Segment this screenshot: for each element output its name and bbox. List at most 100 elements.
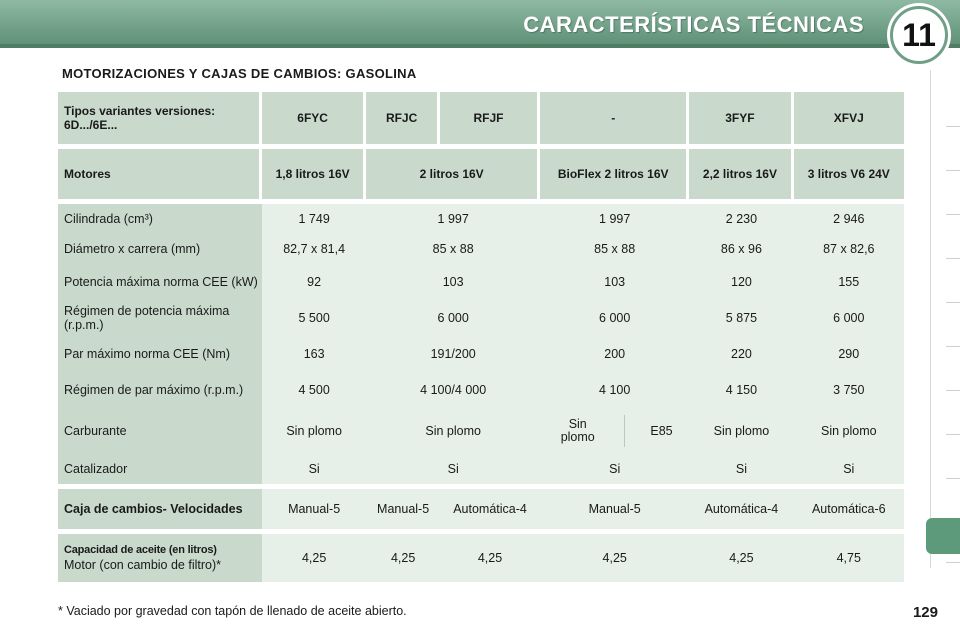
tab-divider [946, 562, 960, 563]
table-cell: 6 000 [366, 300, 541, 336]
table-cell: Si [540, 454, 690, 484]
table-cell: Sin plomo [366, 408, 541, 454]
tab-divider [946, 170, 960, 171]
table-cell: 103 [366, 264, 541, 300]
table-row: Régimen de potencia máxima (r.p.m.) 5 50… [58, 300, 904, 336]
table-cell: 4 100/4 000 [366, 372, 541, 408]
tab-divider [946, 478, 960, 479]
table-cell: 4 100 [540, 372, 690, 408]
table-cell: 2 946 [793, 204, 904, 234]
table-cell: 4 150 [689, 372, 794, 408]
table-cell: 92 [262, 264, 367, 300]
table-cell: 4,25 [366, 534, 440, 582]
active-chapter-tab[interactable] [926, 518, 960, 554]
table-cell: 4,25 [689, 534, 794, 582]
table-cell: Automática-4 [439, 489, 541, 529]
table-cell: 6 000 [540, 300, 690, 336]
table-cell: 290 [793, 336, 904, 372]
tab-divider [946, 434, 960, 435]
version-cell: - [540, 92, 690, 144]
table-cell: 85 x 88 [540, 234, 690, 264]
table-cell: Sin plomo [689, 408, 794, 454]
table-row: Régimen de par máximo (r.p.m.) 4 500 4 1… [58, 372, 904, 408]
tab-divider [946, 302, 960, 303]
row-label: Catalizador [58, 454, 262, 484]
table-cell: Sin plomo [262, 408, 367, 454]
version-cell: RFJC [366, 92, 440, 144]
table-cell: 1 997 [366, 204, 541, 234]
table-cell: 5 500 [262, 300, 367, 336]
table-row: Cilindrada (cm³) 1 749 1 997 1 997 2 230… [58, 204, 904, 234]
table-cell: Manual-5 [366, 489, 440, 529]
row-label: Cilindrada (cm³) [58, 204, 262, 234]
motor-cell: 2 litros 16V [366, 149, 541, 199]
footnote: * Vaciado por gravedad con tapón de llen… [58, 604, 407, 618]
table-cell: Manual-5 [262, 489, 367, 529]
section-heading: MOTORIZACIONES Y CAJAS DE CAMBIOS: GASOL… [62, 66, 417, 81]
version-cell: 6FYC [262, 92, 367, 144]
table-cell: Sin plomo [793, 408, 904, 454]
table-cell: Si [366, 454, 541, 484]
table-cell: 163 [262, 336, 367, 372]
table-cell: 5 875 [689, 300, 794, 336]
row-label: Régimen de potencia máxima (r.p.m.) [58, 300, 262, 336]
table-cell: 6 000 [793, 300, 904, 336]
tab-divider [946, 214, 960, 215]
table-cell: 120 [689, 264, 794, 300]
oil-capacity-title: Capacidad de aceite (en litros) [64, 544, 217, 556]
chapter-badge: 11 [890, 6, 948, 64]
table-cell: Si [793, 454, 904, 484]
specifications-table: Tipos variantes versiones: 6D.../6E... 6… [58, 92, 904, 582]
table-cell: Si [262, 454, 367, 484]
table-cell: 1 997 [540, 204, 690, 234]
tab-divider [946, 390, 960, 391]
table-row: Potencia máxima norma CEE (kW) 92 103 10… [58, 264, 904, 300]
table-cell: 4,25 [262, 534, 367, 582]
table-cell: 103 [540, 264, 690, 300]
row-label: Caja de cambios- Velocidades [58, 489, 262, 529]
chapter-tab-strip [930, 70, 960, 568]
divider [624, 415, 626, 447]
version-cell: XFVJ [793, 92, 904, 144]
table-row: Capacidad de aceite (en litros) Motor (c… [58, 534, 904, 582]
versions-label: Tipos variantes versiones: 6D.../6E... [58, 92, 262, 144]
table-cell: Si [689, 454, 794, 484]
tab-divider [946, 126, 960, 127]
table-cell: 3 750 [793, 372, 904, 408]
fuel-option: Sin plomo [560, 417, 595, 444]
tab-divider [946, 346, 960, 347]
table-cell: 87 x 82,6 [793, 234, 904, 264]
motor-cell: 1,8 litros 16V [262, 149, 367, 199]
row-label: Par máximo norma CEE (Nm) [58, 336, 262, 372]
table-row: Catalizador Si Si Si Si Si [58, 454, 904, 484]
table-cell: 2 230 [689, 204, 794, 234]
tab-divider [946, 258, 960, 259]
table-cell: 86 x 96 [689, 234, 794, 264]
table-cell: 4,25 [540, 534, 690, 582]
version-cell: RFJF [439, 92, 541, 144]
motores-row: Motores 1,8 litros 16V 2 litros 16V BioF… [58, 149, 904, 199]
table-row: Par máximo norma CEE (Nm) 163 191/200 20… [58, 336, 904, 372]
page-number: 129 [912, 604, 938, 621]
table-cell: 85 x 88 [366, 234, 541, 264]
row-label: Capacidad de aceite (en litros) Motor (c… [58, 534, 262, 582]
table-cell: 200 [540, 336, 690, 372]
motores-label: Motores [58, 149, 262, 199]
table-cell: 1 749 [262, 204, 367, 234]
table-cell: 4 500 [262, 372, 367, 408]
row-label: Diámetro x carrera (mm) [58, 234, 262, 264]
page-title: CARACTERÍSTICAS TÉCNICAS [523, 12, 864, 37]
row-label: Régimen de par máximo (r.p.m.) [58, 372, 262, 408]
table-cell: Manual-5 [540, 489, 690, 529]
motor-cell: 2,2 litros 16V [689, 149, 794, 199]
table-cell-split: Sin plomo E85 [540, 408, 690, 454]
table-cell: 191/200 [366, 336, 541, 372]
table-row: Diámetro x carrera (mm) 82,7 x 81,4 85 x… [58, 234, 904, 264]
header-banner [0, 0, 960, 48]
fuel-option: E85 [650, 424, 673, 438]
table-row: Caja de cambios- Velocidades Manual-5 Ma… [58, 489, 904, 529]
row-label: Carburante [58, 408, 262, 454]
table-cell: 82,7 x 81,4 [262, 234, 367, 264]
table-cell: 220 [689, 336, 794, 372]
table-cell: 4,75 [793, 534, 904, 582]
